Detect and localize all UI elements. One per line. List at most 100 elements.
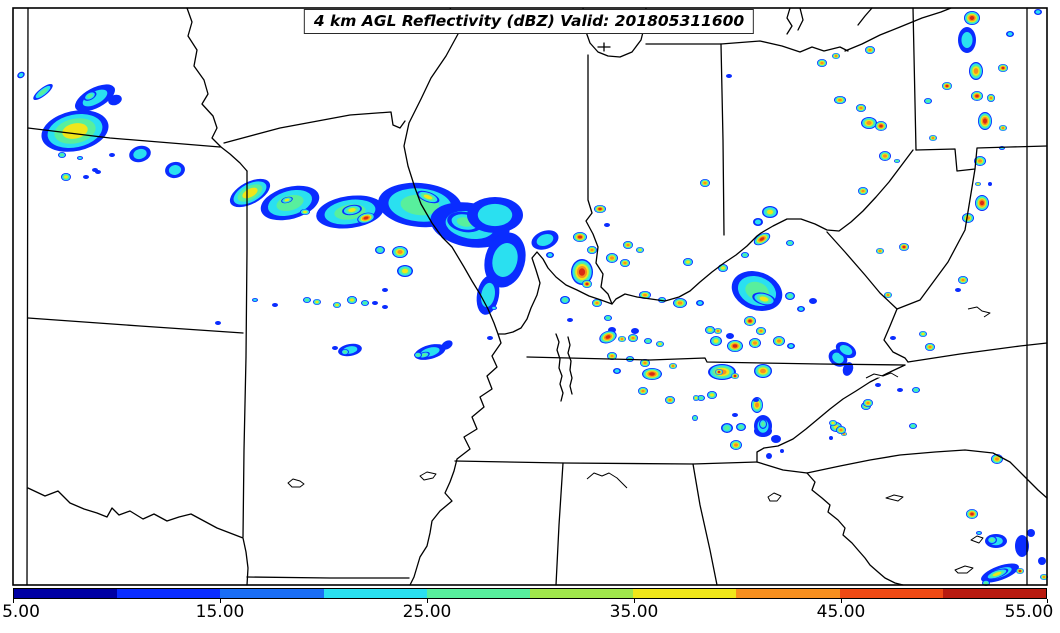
radar-cell — [969, 62, 983, 80]
colorbar-label: 45.00 — [816, 602, 866, 622]
radar-cell — [894, 159, 900, 163]
radar-cell — [958, 276, 968, 284]
radar-cell — [375, 246, 385, 254]
radar-cell — [361, 300, 369, 306]
state-border — [555, 333, 564, 402]
radar-cell — [693, 395, 699, 401]
radar-cell — [656, 341, 664, 347]
radar-cell — [879, 151, 891, 161]
radar-cell — [300, 209, 310, 215]
state-border — [27, 317, 244, 334]
radar-cell — [491, 306, 497, 310]
reflectivity-colorbar — [13, 588, 1047, 599]
state-border — [403, 7, 502, 586]
state-border — [585, 54, 613, 305]
lake-outline — [865, 372, 899, 379]
radar-cell — [787, 343, 795, 349]
radar-cell — [751, 397, 763, 413]
radar-cell — [628, 334, 638, 342]
radar-cell — [77, 156, 83, 160]
radar-cell — [692, 415, 698, 421]
radar-cell — [786, 240, 794, 246]
colorbar-segment-40-45 — [736, 589, 840, 598]
radar-cell — [726, 333, 734, 339]
colorbar-segment-5-10 — [14, 589, 118, 598]
radar-cell — [357, 212, 375, 224]
radar-cell — [607, 352, 617, 360]
radar-cell — [797, 306, 805, 312]
state-border — [896, 168, 976, 310]
radar-cell — [487, 336, 493, 340]
radar-cell — [741, 252, 749, 258]
radar-cell — [974, 156, 986, 166]
radar-cell — [484, 232, 526, 288]
radar-cell — [985, 568, 1009, 580]
state-border — [756, 364, 906, 463]
state-border — [912, 7, 917, 151]
radar-cell — [975, 195, 989, 211]
radar-cell — [876, 248, 884, 254]
state-border — [806, 449, 1048, 499]
radar-cell — [731, 271, 783, 311]
radar-cell — [347, 296, 357, 304]
radar-cell — [749, 338, 761, 348]
radar-cell — [75, 84, 115, 112]
radar-cell — [875, 383, 881, 387]
lake-outline — [885, 494, 904, 502]
radar-cell — [721, 423, 733, 433]
radar-cell — [1040, 574, 1048, 580]
radar-cell — [753, 218, 763, 226]
radar-cell — [571, 259, 593, 285]
radar-cell — [587, 246, 597, 254]
radar-cell — [987, 536, 997, 544]
radar-cell — [640, 359, 650, 367]
radar-cell — [229, 178, 271, 208]
radar-cell — [83, 175, 89, 179]
radar-cell — [382, 288, 388, 292]
radar-cell — [752, 292, 776, 306]
radar-cell — [861, 117, 877, 129]
radar-cell — [897, 388, 903, 392]
colorbar-tick — [220, 599, 221, 603]
radar-cell — [780, 449, 784, 453]
radar-cell — [313, 299, 321, 305]
radar-cell — [332, 346, 338, 350]
colorbar-label: 25.00 — [402, 602, 452, 622]
radar-cell — [333, 302, 341, 308]
colorbar-label: 5.00 — [2, 602, 40, 622]
state-border — [597, 42, 611, 52]
radar-cell — [842, 362, 854, 376]
colorbar-segment-35-40 — [633, 589, 737, 598]
radar-cell — [718, 264, 728, 272]
state-border — [844, 7, 952, 52]
radar-cell — [773, 336, 785, 346]
radar-cell — [835, 341, 857, 359]
radar-cell — [631, 328, 639, 334]
state-border — [498, 149, 914, 335]
radar-cell — [715, 369, 723, 375]
radar-cell — [342, 204, 362, 216]
state-border — [567, 336, 573, 395]
radar-cell — [441, 340, 453, 350]
radar-cell — [829, 420, 837, 426]
radar-cell — [683, 258, 693, 266]
radar-cell — [924, 98, 932, 104]
radar-cell — [252, 298, 258, 302]
colorbar-segment-15-20 — [220, 589, 324, 598]
radar-cell — [875, 121, 887, 131]
radar-cell — [732, 413, 738, 417]
radar-cell — [762, 206, 778, 218]
radar-cell — [785, 292, 795, 300]
radar-cell — [594, 205, 606, 213]
state-borders — [26, 7, 1048, 586]
radar-cell — [1016, 568, 1024, 574]
radar-cell — [665, 396, 675, 404]
radar-cell — [613, 368, 621, 374]
colorbar-label: 55.00 — [1004, 602, 1054, 622]
radar-cell — [759, 419, 767, 429]
radar-cell — [567, 318, 573, 322]
radar-cell — [560, 296, 570, 304]
state-border — [907, 342, 1048, 363]
colorbar-segment-10-15 — [117, 589, 221, 598]
